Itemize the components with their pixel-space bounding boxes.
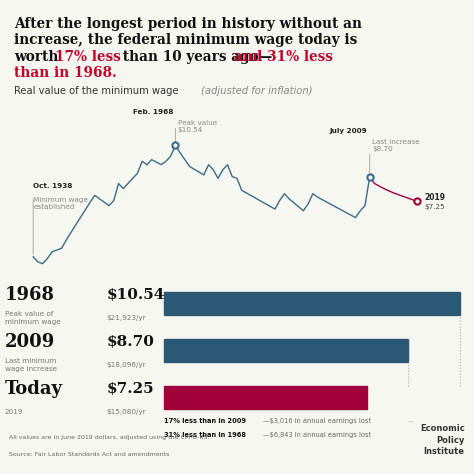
Text: Minimum wage
established: Minimum wage established (33, 197, 88, 210)
Text: $18,096/yr: $18,096/yr (107, 362, 146, 368)
Text: Real value of the minimum wage: Real value of the minimum wage (14, 86, 182, 96)
Text: increase, the federal minimum wage today is: increase, the federal minimum wage today… (14, 33, 357, 47)
Text: $21,923/yr: $21,923/yr (107, 315, 146, 321)
Text: —$6,843 in annual earnings lost: —$6,843 in annual earnings lost (263, 432, 371, 438)
Text: than 10 years ago—: than 10 years ago— (118, 50, 272, 64)
Text: 17% less than in 2009: 17% less than in 2009 (164, 418, 246, 424)
Text: and 31% less: and 31% less (234, 50, 333, 64)
Text: After the longest period in history without an: After the longest period in history with… (14, 17, 362, 31)
Text: 2019: 2019 (5, 409, 23, 415)
Text: 31% less than in 1968: 31% less than in 1968 (164, 432, 246, 438)
Text: Peak value
$10.54: Peak value $10.54 (178, 120, 217, 133)
Text: 17% less: 17% less (55, 50, 120, 64)
Text: 1968: 1968 (5, 286, 55, 304)
FancyBboxPatch shape (164, 386, 367, 409)
Text: Last increase
$8.70: Last increase $8.70 (372, 139, 420, 152)
Text: Source: Fair Labor Standards Act and amendments: Source: Fair Labor Standards Act and ame… (9, 452, 170, 457)
Text: All values are in June 2019 dollars, adjusted using the CPI-U-RS.: All values are in June 2019 dollars, adj… (9, 435, 210, 440)
Text: $7.25: $7.25 (424, 204, 445, 210)
Text: worth: worth (14, 50, 64, 64)
Text: —$3,016 in annual earnings lost: —$3,016 in annual earnings lost (263, 418, 371, 424)
Text: (adjusted for inflation): (adjusted for inflation) (201, 86, 313, 96)
Text: than in 1968.: than in 1968. (14, 66, 117, 81)
Text: Economic
Policy
Institute: Economic Policy Institute (420, 425, 465, 456)
Text: $7.25: $7.25 (107, 382, 154, 396)
Text: Today: Today (5, 380, 63, 398)
Text: $15,080/yr: $15,080/yr (107, 409, 146, 415)
Text: Peak value of
minimum wage: Peak value of minimum wage (5, 311, 61, 325)
Text: Last minimum
wage increase: Last minimum wage increase (5, 358, 57, 372)
Text: Feb. 1968: Feb. 1968 (133, 109, 173, 115)
Text: 2009: 2009 (5, 333, 55, 351)
FancyBboxPatch shape (164, 339, 408, 362)
Text: $8.70: $8.70 (107, 335, 155, 349)
FancyBboxPatch shape (164, 292, 460, 315)
Text: July 2009: July 2009 (329, 128, 367, 134)
Text: Oct. 1938: Oct. 1938 (33, 182, 73, 189)
Text: $10.54: $10.54 (107, 288, 165, 302)
Text: 2019: 2019 (424, 192, 445, 201)
